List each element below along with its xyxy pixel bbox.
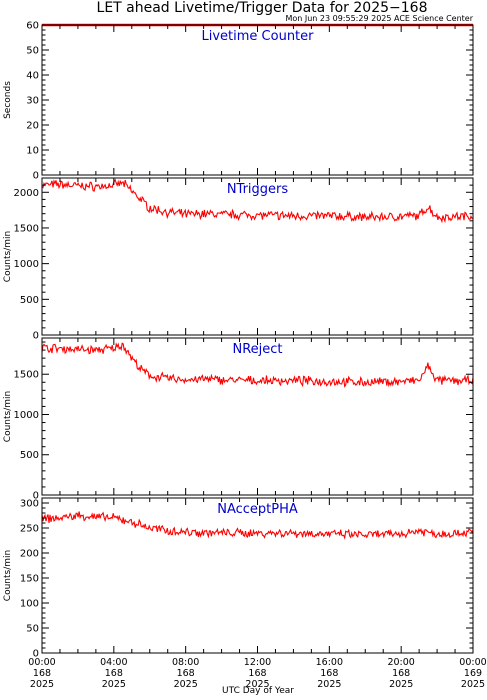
chart-title: LET ahead Livetime/Trigger Data for 2025… bbox=[97, 0, 428, 16]
x-tick-label: 2025 bbox=[389, 679, 413, 690]
y-tick-label: 250 bbox=[20, 524, 39, 535]
y-tick-label: 1500 bbox=[14, 370, 39, 381]
panel-title: NAcceptPHA bbox=[217, 502, 298, 517]
x-tick-label: 20:00 bbox=[387, 657, 414, 668]
panel-title: Livetime Counter bbox=[202, 29, 315, 44]
y-axis-label: Seconds bbox=[3, 81, 13, 119]
y-tick-label: 30 bbox=[26, 96, 39, 107]
y-tick-label: 100 bbox=[20, 599, 39, 610]
panel-2: 0 500 1000 1500 2000 Counts/min NTriggers bbox=[3, 177, 474, 342]
x-tick-label: 00:00 bbox=[28, 657, 55, 668]
series-line-4 bbox=[41, 511, 474, 540]
series-line-3 bbox=[41, 342, 474, 388]
y-tick-label: 1500 bbox=[14, 223, 39, 234]
y-tick-label: 300 bbox=[20, 499, 39, 510]
y-tick-label: 2000 bbox=[14, 188, 39, 199]
panel-frame bbox=[41, 337, 474, 496]
y-tick-label: 0 bbox=[33, 491, 39, 502]
panel-frame bbox=[41, 177, 474, 336]
y-tick-label: 0 bbox=[33, 649, 39, 660]
panel-frame bbox=[41, 497, 474, 654]
y-tick-label: 150 bbox=[20, 574, 39, 585]
y-axis-label: Counts/min bbox=[3, 550, 13, 601]
x-tick-label: 12:00 bbox=[244, 657, 271, 668]
x-tick-label: 2025 bbox=[245, 679, 269, 690]
panel-frame bbox=[41, 24, 474, 176]
x-tick-label: 168 bbox=[177, 668, 195, 679]
x-axis-label: UTC Day of Year bbox=[222, 686, 294, 696]
y-tick-label: 200 bbox=[20, 549, 39, 560]
x-tick-label: 2025 bbox=[102, 679, 126, 690]
panel-title: NReject bbox=[232, 342, 282, 357]
y-axis-label: Counts/min bbox=[3, 391, 13, 442]
x-tick-label: 2025 bbox=[317, 679, 341, 690]
x-axis: 00:00168202504:00168202508:00168202512:0… bbox=[28, 657, 486, 690]
y-tick-label: 40 bbox=[26, 71, 39, 82]
panel-1: 0 10 20 30 40 50 60 Seconds Livetime Counter bbox=[3, 21, 474, 182]
y-tick-label: 10 bbox=[26, 146, 39, 157]
x-tick-label: 169 bbox=[464, 668, 482, 679]
y-tick-label: 20 bbox=[26, 121, 39, 132]
y-tick-label: 0 bbox=[33, 171, 39, 182]
y-axis-label: Counts/min bbox=[3, 231, 13, 282]
panel-title: NTriggers bbox=[227, 182, 289, 197]
y-tick-label: 50 bbox=[26, 46, 39, 57]
y-tick-label: 60 bbox=[26, 21, 39, 32]
y-tick-label: 0 bbox=[33, 331, 39, 342]
x-tick-label: 168 bbox=[248, 668, 266, 679]
x-tick-label: 168 bbox=[392, 668, 410, 679]
panel-4: 0 50 100 150 200 250 300 Counts/min NAcceptPHA bbox=[3, 497, 474, 660]
y-tick-label: 500 bbox=[20, 450, 39, 461]
timestamp: Mon Jun 23 09:55:29 2025 ACE Science Cen… bbox=[285, 14, 473, 23]
x-tick-label: 2025 bbox=[461, 679, 485, 690]
x-tick-label: 168 bbox=[105, 668, 123, 679]
y-tick-label: 500 bbox=[20, 295, 39, 306]
x-tick-label: 04:00 bbox=[100, 657, 127, 668]
y-tick-label: 1000 bbox=[14, 410, 39, 421]
y-tick-label: 1000 bbox=[14, 259, 39, 270]
x-tick-label: 168 bbox=[33, 668, 51, 679]
x-tick-label: 08:00 bbox=[172, 657, 199, 668]
x-tick-label: 2025 bbox=[30, 679, 54, 690]
x-tick-label: 168 bbox=[320, 668, 338, 679]
y-tick-label: 50 bbox=[26, 624, 39, 635]
x-tick-label: 00:00 bbox=[459, 657, 486, 668]
x-tick-label: 2025 bbox=[174, 679, 198, 690]
x-tick-label: 16:00 bbox=[316, 657, 343, 668]
